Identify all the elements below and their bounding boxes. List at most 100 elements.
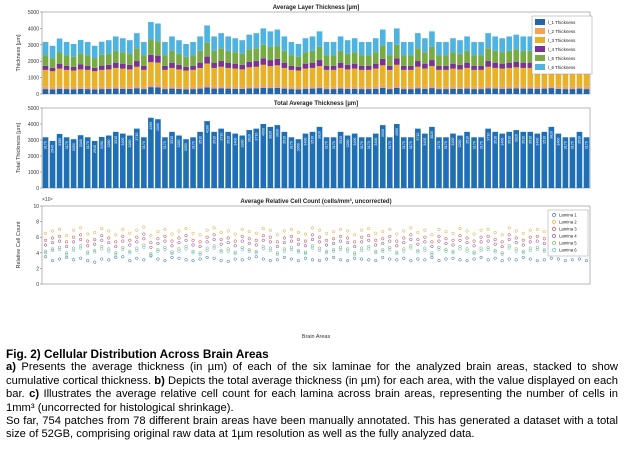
- total-bar: [49, 140, 56, 188]
- cell-count-point-lamina6: [142, 245, 146, 249]
- cell-count-point-lamina2: [374, 231, 378, 235]
- stack-segment-l4: [134, 61, 140, 67]
- cell-count-point-lamina5: [296, 248, 300, 253]
- bar-value-label: 3710: [416, 133, 420, 141]
- plot-frame: [41, 205, 591, 285]
- cell-count-point-lamina1: [507, 257, 511, 261]
- stack-segment-l3: [91, 71, 98, 87]
- stack-segment-l5: [316, 46, 323, 61]
- cell-count-point-lamina3: [367, 234, 371, 238]
- total-bar: [239, 135, 246, 188]
- stack-segment-l1: [506, 88, 513, 94]
- cell-count-point-lamina5: [346, 247, 350, 251]
- cell-count-point-lamina2: [128, 231, 132, 235]
- total-bar: [134, 128, 140, 188]
- stack-segment-l2: [162, 86, 168, 90]
- cell-count-point-lamina2: [339, 227, 343, 231]
- cell-count-point-lamina1: [402, 256, 406, 260]
- y-tick-label: 2: [36, 266, 39, 272]
- stack-segment-l5: [351, 52, 358, 64]
- stack-segment-l3: [513, 67, 520, 86]
- stack-segment-l6: [56, 38, 63, 53]
- cell-count-point-lamina1: [542, 258, 546, 262]
- stack-segment-l3: [527, 67, 534, 86]
- cell-count-point-lamina6: [472, 252, 476, 256]
- total-bar: [485, 128, 491, 188]
- cell-count-point-lamina1: [72, 258, 76, 262]
- stack-segment-l3: [323, 69, 330, 87]
- cell-count-point-lamina2: [465, 229, 469, 233]
- stack-segment-l6: [422, 38, 428, 53]
- stack-segment-l5: [63, 55, 70, 66]
- bar-value-label: 3400: [121, 138, 125, 146]
- stack-segment-l1: [98, 89, 105, 94]
- stack-segment-l6: [204, 25, 210, 43]
- stack-segment-l2: [218, 85, 224, 89]
- cell-count-point-lamina4: [72, 240, 76, 244]
- stack-segment-l3: [457, 69, 463, 87]
- y-exponent-label: ×10⁴: [42, 197, 53, 203]
- stack-segment-l2: [211, 85, 217, 89]
- caption-c-label: c): [29, 388, 40, 401]
- cell-count-point-lamina6: [50, 248, 55, 253]
- cell-count-point-lamina5: [430, 251, 434, 255]
- total-bar: [450, 133, 456, 188]
- stack-segment-l3: [63, 69, 70, 87]
- cell-count-point-lamina2: [135, 228, 139, 232]
- stack-segment-l5: [141, 55, 147, 66]
- stack-segment-l1: [478, 89, 484, 94]
- stack-segment-l5: [49, 58, 56, 68]
- bar-value-label: 3400: [304, 138, 308, 146]
- cell-count-point-lamina1: [93, 260, 97, 264]
- stack-segment-l6: [316, 31, 323, 47]
- cell-count-point-lamina5: [142, 243, 146, 247]
- stack-segment-l3: [478, 69, 484, 87]
- stack-segment-l4: [499, 63, 505, 69]
- cell-count-point-lamina4: [486, 239, 490, 243]
- cell-count-point-lamina3: [79, 233, 83, 237]
- y-tick-label: 4000: [28, 26, 39, 32]
- cell-count-point-lamina3: [58, 234, 62, 238]
- cell-count-point-lamina6: [521, 251, 525, 255]
- stack-segment-l4: [119, 63, 126, 69]
- stack-segment-l5: [253, 48, 260, 62]
- total-bar: [429, 126, 435, 188]
- cell-count-point-lamina1: [324, 257, 329, 261]
- stack-segment-l3: [190, 69, 196, 87]
- bar-value-label: 3170: [479, 141, 483, 149]
- bar-value-label: 3510: [578, 136, 582, 144]
- cell-count-point-lamina4: [163, 239, 167, 243]
- bar-value-label: 3820: [318, 131, 322, 139]
- stack-segment-l3: [485, 66, 491, 86]
- stack-segment-l1: [239, 88, 246, 94]
- cell-count-point-lamina6: [528, 248, 532, 253]
- stack-segment-l2: [393, 84, 400, 88]
- legend-swatch: [535, 19, 545, 25]
- total-bar: [323, 137, 330, 188]
- bar-value-label: 2940: [93, 145, 97, 153]
- cell-count-point-lamina5: [493, 248, 497, 253]
- cell-count-point-lamina2: [458, 227, 462, 231]
- chart-title: Average Relative Cell Count (cells/mm³, …: [240, 198, 391, 205]
- cell-count-point-lamina6: [191, 251, 195, 255]
- cell-count-point-lamina4: [388, 239, 392, 243]
- cell-count-point-lamina1: [346, 259, 350, 263]
- cell-count-point-lamina6: [296, 250, 300, 254]
- stack-segment-l2: [267, 84, 274, 89]
- stack-segment-l3: [548, 66, 555, 85]
- cell-count-point-lamina4: [86, 244, 90, 248]
- cell-count-point-lamina4: [240, 239, 244, 243]
- cell-count-point-lamina4: [121, 239, 125, 243]
- total-bar: [197, 131, 203, 188]
- stack-segment-l4: [344, 64, 351, 70]
- stack-segment-l3: [379, 65, 386, 85]
- cell-count-point-lamina1: [556, 257, 560, 261]
- cell-count-point-lamina6: [219, 250, 223, 254]
- bar-value-label: 3510: [528, 136, 532, 144]
- cell-count-point-lamina4: [107, 241, 111, 245]
- bar-value-label: 3170: [564, 141, 568, 149]
- cell-count-point-lamina5: [521, 249, 525, 253]
- cell-count-point-lamina3: [353, 240, 357, 244]
- total-bar: [365, 137, 372, 188]
- cell-count-point-lamina3: [416, 237, 420, 242]
